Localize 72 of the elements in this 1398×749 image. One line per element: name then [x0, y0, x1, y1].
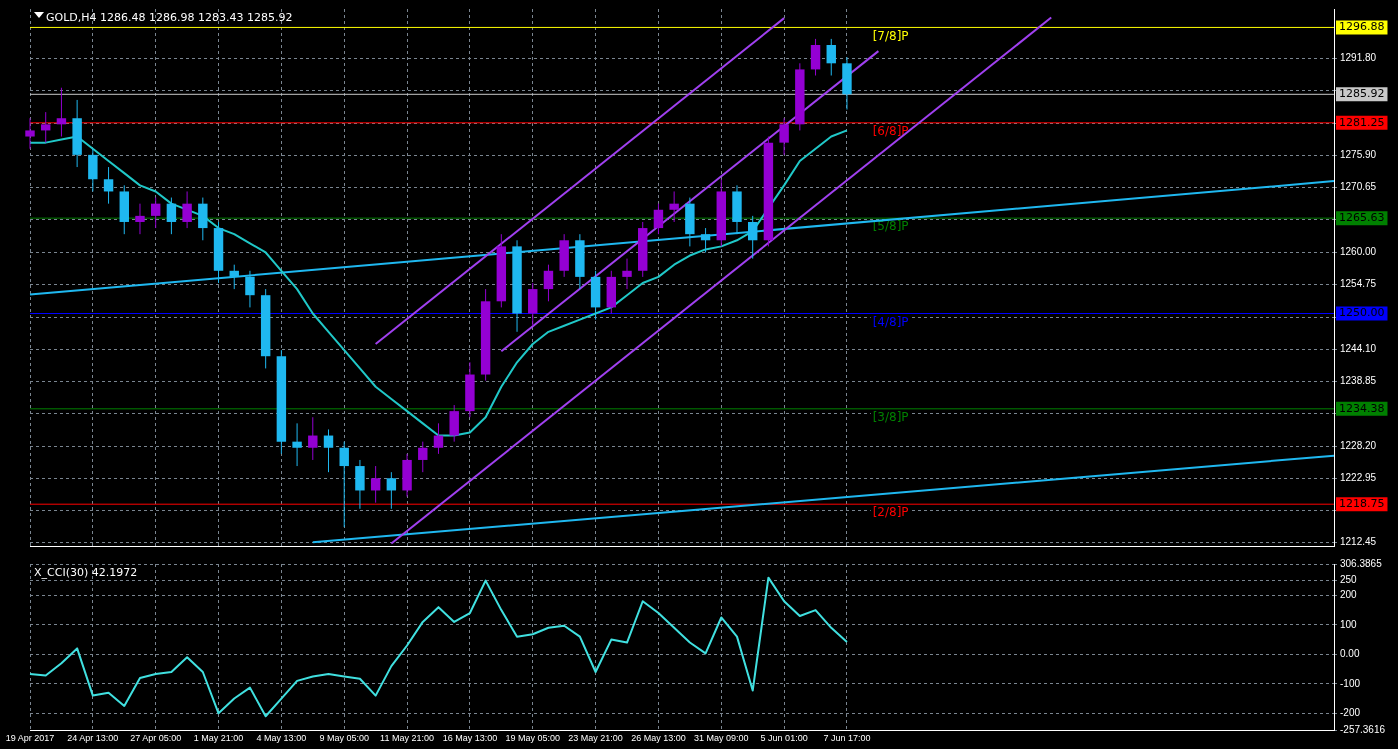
- candlestick: [41, 111, 51, 144]
- x-tick-label: 23 May 21:00: [568, 733, 623, 744]
- candlestick: [182, 190, 192, 229]
- annotation: [7/8]P: [872, 28, 909, 43]
- annotation: [6/8]P: [872, 123, 909, 138]
- y-tick-label: 1254.75: [1340, 278, 1377, 290]
- candlestick: [543, 264, 554, 302]
- x-tick-label: 5 Jun 01:00: [760, 733, 808, 744]
- chart-title: X_CCI(30) 42.1972: [34, 566, 138, 580]
- y-tick-label: 1212.45: [1340, 536, 1377, 548]
- ref-line-label: 1281.25: [1339, 115, 1385, 129]
- candlestick: [56, 87, 67, 138]
- candlestick: [308, 416, 318, 461]
- x-tick-label: 9 May 05:00: [319, 733, 369, 744]
- candlestick: [370, 465, 381, 504]
- candlestick: [386, 471, 397, 510]
- y-tick-label: 200: [1340, 589, 1358, 601]
- y-tick-label: -100: [1340, 677, 1361, 689]
- y-tick-label: 0.00: [1340, 648, 1360, 660]
- y-tick-label: 1260.00: [1340, 246, 1377, 258]
- candlestick: [150, 197, 161, 229]
- candlestick: [135, 203, 145, 235]
- candlestick: [323, 428, 334, 473]
- y-tick-label: 1244.10: [1340, 343, 1377, 355]
- candlestick: [229, 264, 239, 290]
- x-tick-label: 7 Jun 17:00: [823, 733, 871, 744]
- y-tick-label: 1291.80: [1340, 52, 1377, 64]
- candlestick: [700, 227, 711, 253]
- y-tick-label: 1275.90: [1340, 149, 1377, 161]
- y-tick-label: 250: [1340, 574, 1358, 586]
- annotation: [5/8]P: [872, 219, 909, 234]
- candlestick: [669, 190, 679, 223]
- x-tick-label: 31 May 09:00: [694, 733, 749, 744]
- x-tick-label: 11 May 21:00: [380, 733, 434, 744]
- x-tick-label: 19 Apr 2017: [5, 733, 55, 744]
- candlestick: [433, 422, 444, 455]
- candlestick: [25, 117, 35, 150]
- annotation: [3/8]P: [872, 409, 909, 424]
- candlestick: [747, 215, 758, 260]
- candlestick: [418, 441, 428, 473]
- x-tick-label: 4 May 13:00: [256, 733, 307, 744]
- chart-title: GOLD,H4 1286.48 1286.98 1283.43 1285.92: [46, 11, 293, 25]
- x-tick-label: 24 Apr 13:00: [67, 733, 119, 744]
- candlestick: [103, 166, 114, 205]
- candlestick: [653, 203, 664, 235]
- y-tick-label: -257.3616: [1340, 723, 1386, 735]
- ref-line-label: 1285.92: [1339, 87, 1385, 101]
- annotation: [2/8]P: [872, 505, 909, 520]
- y-tick-label: 1222.95: [1340, 472, 1377, 484]
- annotation: [4/8]P: [872, 314, 909, 329]
- ref-line-label: 1250.00: [1339, 306, 1385, 320]
- x-tick-label: 16 May 13:00: [442, 733, 498, 744]
- candlestick: [166, 197, 177, 235]
- ref-line-label: 1296.88: [1339, 20, 1385, 34]
- y-tick-label: 1270.65: [1340, 181, 1377, 193]
- ref-line-label: 1218.75: [1339, 497, 1385, 511]
- x-tick-label: 26 May 13:00: [631, 733, 686, 744]
- candlestick: [622, 258, 632, 290]
- ref-line-label: 1234.38: [1339, 401, 1385, 415]
- y-tick-label: 306.3865: [1340, 557, 1383, 569]
- candlestick: [826, 38, 836, 77]
- y-tick-label: 100: [1340, 618, 1358, 630]
- y-tick-label: 1238.85: [1340, 375, 1377, 387]
- y-tick-label: 1228.20: [1340, 440, 1377, 452]
- candlestick: [779, 117, 789, 156]
- candlestick: [339, 441, 349, 528]
- ref-line-label: 1265.63: [1339, 210, 1385, 224]
- y-tick-label: -200: [1340, 707, 1361, 719]
- x-tick-label: 27 Apr 05:00: [130, 733, 182, 744]
- x-tick-label: 1 May 21:00: [193, 733, 244, 744]
- x-tick-label: 19 May 05:00: [505, 733, 561, 744]
- candlestick: [292, 422, 302, 467]
